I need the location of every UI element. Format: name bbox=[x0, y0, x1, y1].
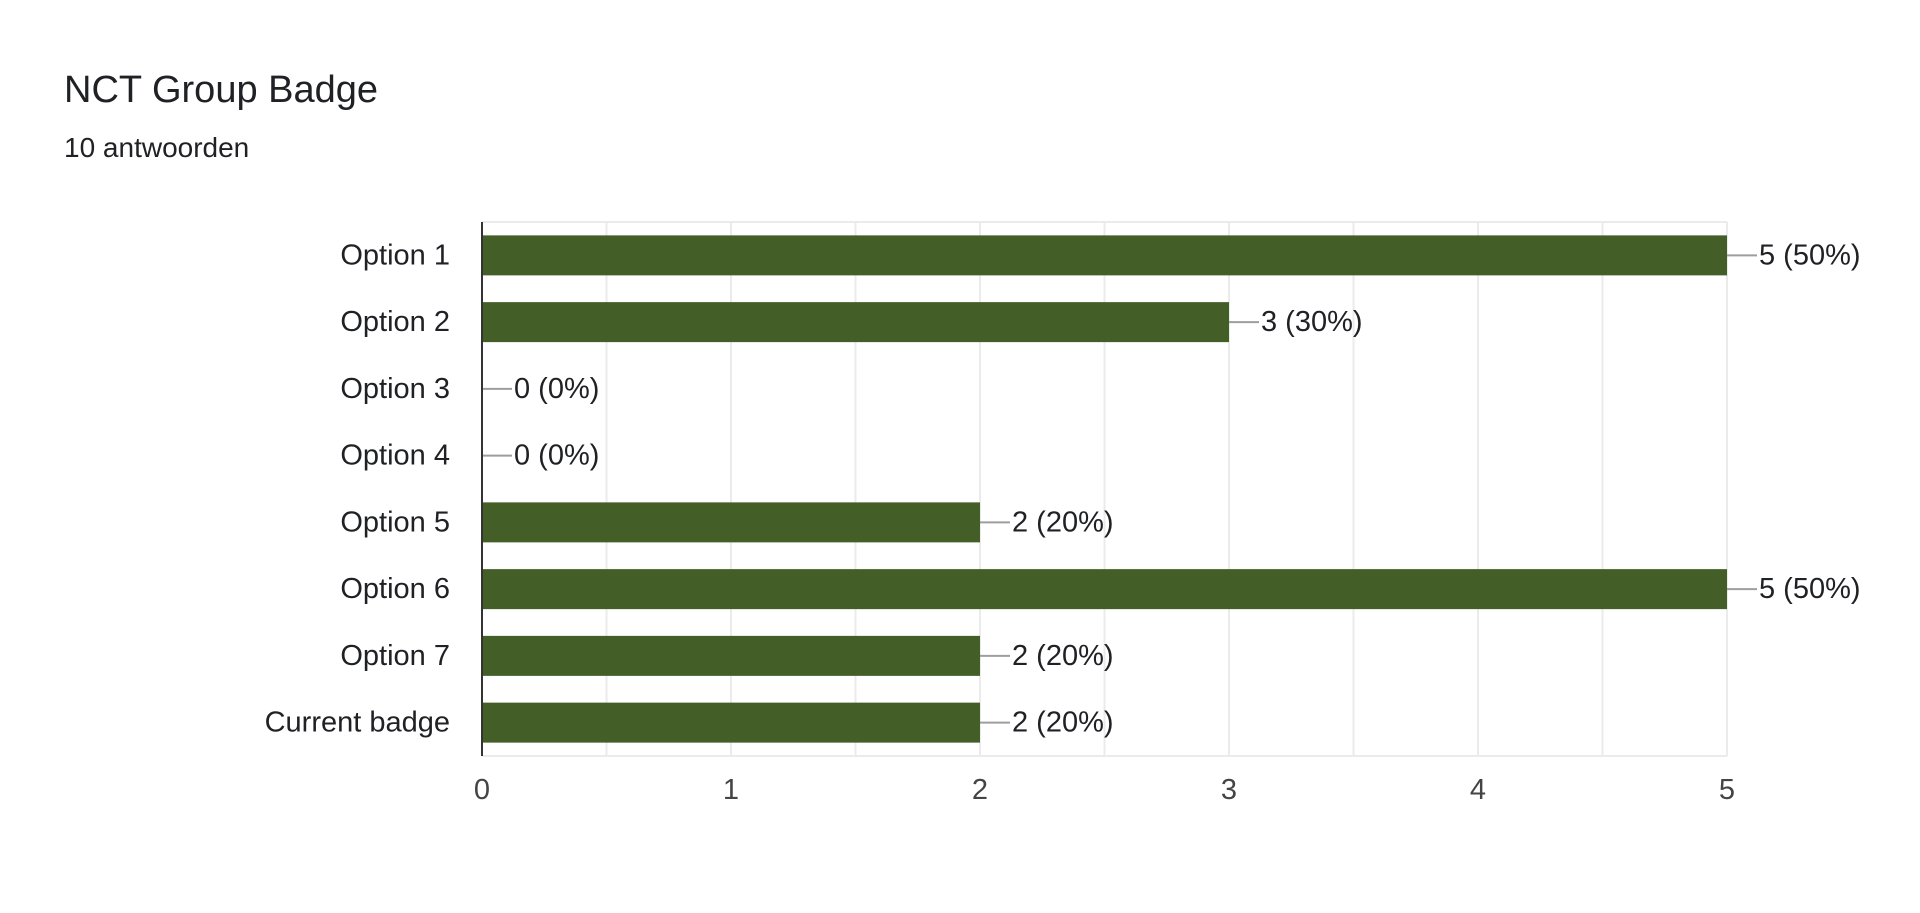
data-label: 2 (20%) bbox=[1012, 506, 1114, 538]
x-tick-label: 1 bbox=[723, 774, 739, 806]
category-label: Current badge bbox=[265, 707, 450, 739]
data-label: 2 (20%) bbox=[1012, 707, 1114, 739]
question-title: NCT Group Badge bbox=[64, 69, 379, 111]
bar bbox=[482, 302, 1229, 343]
category-label: Option 1 bbox=[340, 239, 450, 271]
bar bbox=[482, 569, 1727, 610]
x-tick-label: 5 bbox=[1719, 774, 1735, 806]
category-label: Option 5 bbox=[340, 506, 450, 538]
data-label: 0 (0%) bbox=[514, 373, 599, 405]
data-label: 5 (50%) bbox=[1759, 239, 1861, 271]
x-tick-label: 0 bbox=[474, 774, 490, 806]
category-label: Option 3 bbox=[340, 373, 450, 405]
response-count: 10 antwoorden bbox=[64, 132, 250, 163]
category-label: Option 6 bbox=[340, 573, 450, 605]
bar bbox=[482, 635, 980, 676]
x-tick-label: 4 bbox=[1470, 774, 1486, 806]
x-tick-label: 3 bbox=[1221, 774, 1237, 806]
category-label: Option 4 bbox=[340, 440, 450, 472]
bar bbox=[482, 235, 1727, 276]
data-label: 5 (50%) bbox=[1759, 573, 1861, 605]
bar bbox=[482, 502, 980, 543]
x-tick-label: 2 bbox=[972, 774, 988, 806]
category-label: Option 2 bbox=[340, 306, 450, 338]
data-label: 0 (0%) bbox=[514, 440, 599, 472]
bar bbox=[482, 702, 980, 743]
data-label: 3 (30%) bbox=[1261, 306, 1363, 338]
category-label: Option 7 bbox=[340, 640, 450, 672]
data-label: 2 (20%) bbox=[1012, 640, 1114, 672]
question-header: NCT Group Badge 10 antwoorden bbox=[64, 64, 378, 168]
